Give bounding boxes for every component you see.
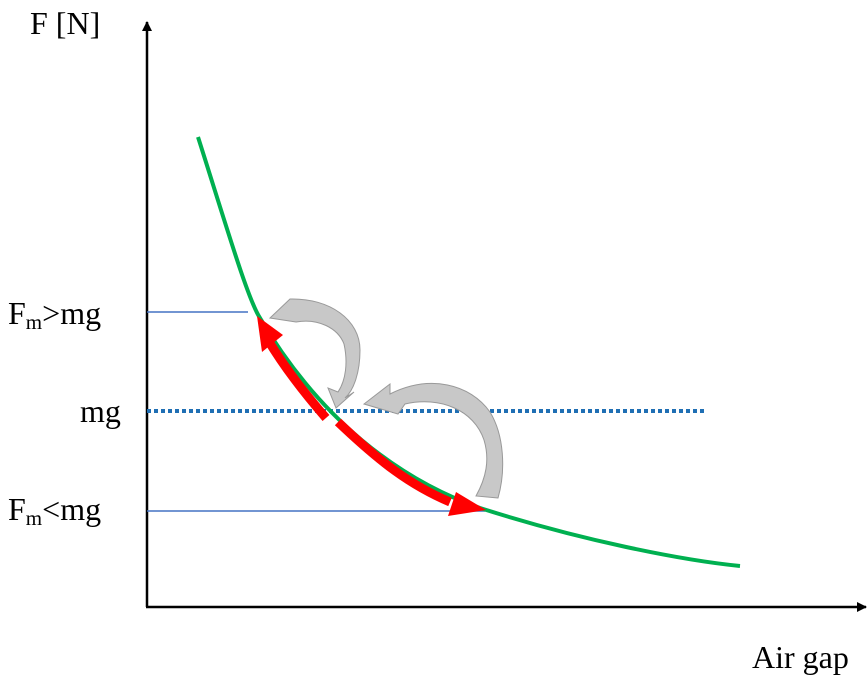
feedback-arrow-lower [362,382,504,499]
label-fm-less-mg: Fm<mg [8,491,101,530]
operating-arrow-head-down [448,492,486,516]
operating-arrow-shaft-down [334,418,452,507]
label-mg: mg [80,393,121,429]
x-axis-label: Air gap [752,639,849,675]
feedback-arrow-upper [268,298,361,409]
operating-arrow-shaft-up [264,337,330,421]
label-fm-greater-mg: Fm>mg [8,295,101,334]
operating-arrow-head-up [257,316,283,352]
y-axis-label: F [N] [30,5,100,41]
